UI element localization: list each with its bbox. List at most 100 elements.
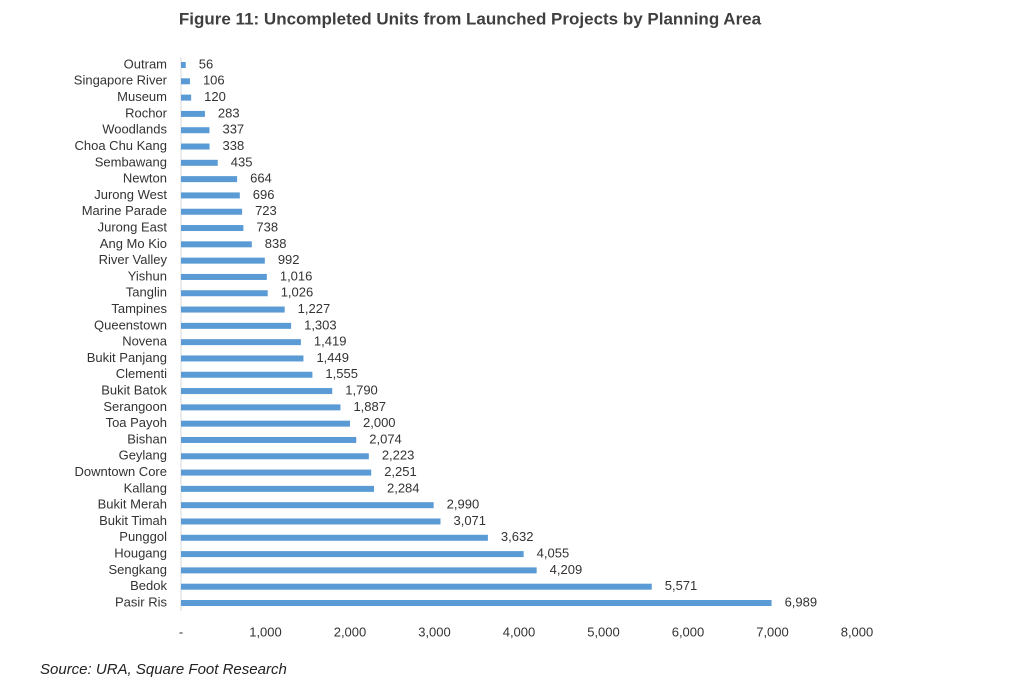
y-tick-label: Marine Parade [82,203,167,218]
data-label: 1,790 [345,382,378,397]
data-label: 838 [265,236,287,251]
y-tick-label: Bishan [127,431,167,446]
y-tick-label: Queenstown [94,317,167,332]
y-tick-label: Sembawang [95,154,167,169]
bar [181,388,333,395]
data-label: 2,000 [363,415,396,430]
data-label: 2,223 [382,448,415,463]
y-tick-label: Bukit Timah [99,513,167,528]
data-label: 1,449 [316,350,349,365]
data-label: 696 [253,187,275,202]
bar [181,257,265,264]
data-label: 2,251 [384,464,417,479]
bar [181,62,186,68]
bar [181,420,350,427]
data-label: 4,055 [537,546,570,561]
x-tick-label: 4,000 [503,624,536,639]
y-tick-label: Ang Mo Kio [100,236,167,251]
data-label: 738 [256,219,278,234]
data-label: 1,419 [314,334,347,349]
x-tick-label: 7,000 [756,624,789,639]
bar [181,159,218,166]
data-label: 283 [218,105,240,120]
bar [181,567,537,574]
y-tick-label: Jurong West [94,187,167,202]
bar [181,583,652,590]
y-tick-label: Geylang [119,448,167,463]
bar [181,469,372,476]
y-tick-label: Serangoon [103,399,167,414]
data-label: 56 [199,56,213,71]
y-tick-label: Jurong East [98,219,168,234]
y-tick-label: Novena [122,334,168,349]
data-label: 5,571 [665,578,698,593]
data-label: 1,555 [325,366,358,381]
y-tick-label: Downtown Core [75,464,168,479]
bar [181,94,192,101]
bar [181,225,244,232]
y-tick-label: Toa Payoh [106,415,167,430]
data-label: 2,284 [387,480,420,495]
x-tick-label: 6,000 [672,624,705,639]
y-tick-label: Bedok [130,578,167,593]
bar [181,551,524,558]
data-label: 435 [231,154,253,169]
chart-title: Figure 11: Uncompleted Units from Launch… [179,9,762,28]
y-tick-label: Tampines [111,301,167,316]
bar [181,518,441,525]
bar [181,453,369,460]
bar [181,436,357,443]
x-tick-label: 3,000 [418,624,451,639]
bar [181,78,190,85]
x-tick-label: - [179,624,183,639]
bar [181,339,301,346]
data-label: 3,632 [501,529,534,544]
y-tick-label: Choa Chu Kang [74,138,167,153]
data-label: 723 [255,203,277,218]
y-tick-label: River Valley [99,252,168,267]
y-tick-label: Pasir Ris [115,594,168,609]
x-tick-label: 2,000 [334,624,367,639]
data-label: 6,989 [785,594,818,609]
bar [181,273,267,280]
bar [181,176,238,183]
y-tick-label: Punggol [119,529,167,544]
bar [181,290,268,297]
data-label: 337 [222,122,244,137]
y-tick-label: Bukit Panjang [87,350,167,365]
bar [181,127,210,134]
y-tick-label: Rochor [125,105,168,120]
bar [181,404,341,411]
y-tick-label: Kallang [124,480,167,495]
bar [181,502,434,509]
source-note: Source: URA, Square Foot Research [40,661,287,678]
y-tick-label: Newton [123,171,167,186]
y-tick-label: Hougang [114,546,167,561]
bar [181,110,205,117]
bar [181,241,252,248]
y-tick-label: Tanglin [126,285,167,300]
bar [181,306,285,313]
data-label: 4,209 [550,562,583,577]
y-tick-label: Woodlands [102,122,167,137]
bar [181,143,210,150]
y-tick-label: Bukit Merah [98,497,167,512]
data-label: 2,990 [447,497,480,512]
data-label: 664 [250,171,272,186]
data-label: 992 [278,252,300,267]
y-tick-label: Singapore River [74,73,168,88]
bar [181,322,292,329]
data-label: 1,026 [281,285,314,300]
bar [181,208,243,215]
data-label: 1,303 [304,317,337,332]
y-tick-label: Museum [117,89,167,104]
bar [181,534,488,541]
y-tick-label: Bukit Batok [101,382,167,397]
data-label: 3,071 [453,513,486,528]
y-tick-label: Outram [124,56,167,71]
x-tick-label: 5,000 [587,624,620,639]
y-tick-label: Sengkang [108,562,167,577]
bar [181,600,772,606]
y-tick-label: Clementi [116,366,167,381]
